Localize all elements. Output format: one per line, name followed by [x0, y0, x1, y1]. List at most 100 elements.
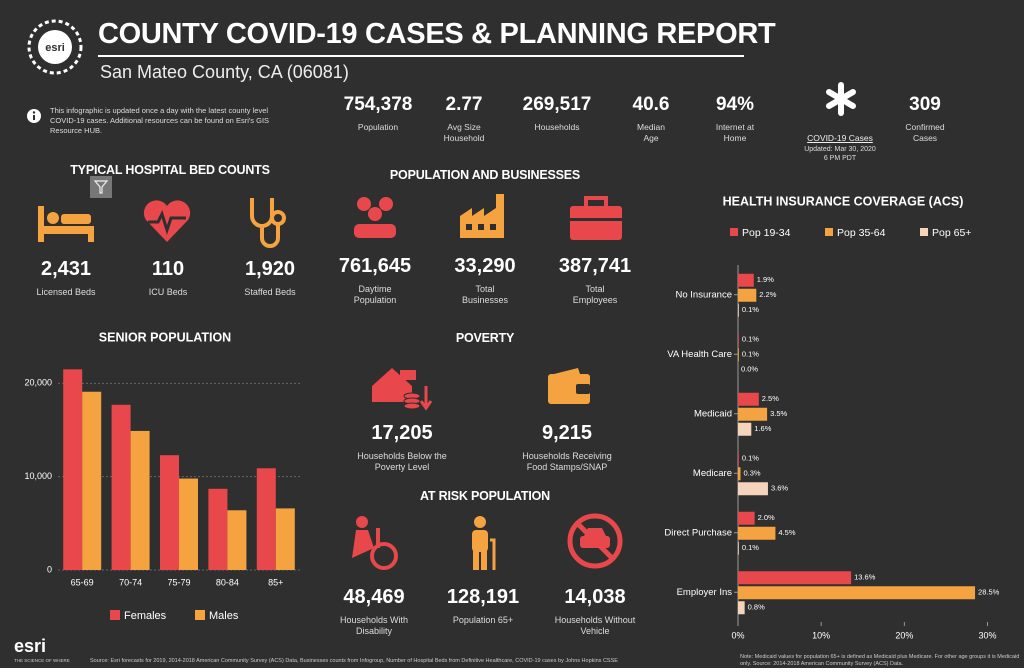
x-tick-label: 10% — [812, 630, 830, 640]
bar — [738, 273, 754, 287]
bar — [738, 482, 768, 496]
value-label: 2.2% — [759, 290, 776, 299]
stat: 754,378 Population — [313, 94, 443, 133]
bar — [738, 422, 752, 436]
legend-swatch — [730, 228, 738, 236]
stat-value: 1,920 — [244, 258, 296, 280]
stat-value: 269,517 — [522, 94, 592, 115]
y-tick-label: 20,000 — [24, 378, 52, 388]
info-icon — [27, 109, 41, 123]
stat-value: 48,469 — [343, 586, 405, 608]
bar — [738, 511, 755, 525]
legend-swatch — [195, 610, 205, 620]
stat-value: 40.6 — [632, 94, 670, 115]
bar — [63, 369, 83, 570]
covid-updated: Updated: Mar 30, 2020 6 PM PDT — [804, 146, 876, 162]
stat: 33,290 Total Businesses — [420, 255, 550, 306]
chart-title: HEALTH INSURANCE COVERAGE (ACS) — [723, 194, 964, 208]
stat-label: Population — [357, 122, 399, 132]
stat-value: 754,378 — [343, 94, 413, 115]
stat-label: Households Receiving Food Stamps/SNAP — [522, 451, 612, 472]
house-coins-icon — [372, 368, 433, 411]
heart-icon — [143, 200, 191, 242]
stat-label: Households Below the Poverty Level — [357, 451, 447, 472]
value-label: 0.1% — [742, 335, 759, 344]
x-tick-label: 65-69 — [71, 577, 94, 587]
stat: 14,038 Households Without Vehicle — [530, 586, 660, 637]
section-title: POVERTY — [455, 331, 515, 345]
covid-link[interactable]: COVID-19 Cases — [807, 133, 873, 143]
bar — [738, 288, 757, 302]
stat-label: Staffed Beds — [244, 287, 296, 297]
footer-source: Source: Esri forecasts for 2019, 2014-20… — [90, 658, 618, 664]
value-label: 2.0% — [758, 513, 775, 522]
bar — [275, 508, 295, 570]
stat: 309 Confirmed Cases — [860, 94, 990, 144]
value-label: 13.6% — [854, 573, 876, 582]
x-tick-label: 75-79 — [167, 577, 190, 587]
bar — [111, 404, 131, 570]
footer-tagline: THE SCIENCE OF WHERE — [14, 658, 70, 663]
stat-label: Households With Disability — [339, 615, 409, 636]
y-tick-label: Direct Purchase — [664, 527, 732, 538]
stat: 128,191 Population 65+ — [418, 586, 548, 626]
value-label: 1.6% — [754, 424, 771, 433]
stat: 94% Internet at Home — [670, 94, 800, 144]
filter-icon — [90, 176, 112, 198]
stat-value: 128,191 — [446, 586, 520, 608]
stat-value: 9,215 — [541, 422, 593, 444]
bar — [738, 407, 768, 421]
x-tick-label: 80-84 — [216, 577, 239, 587]
x-tick-label: 70-74 — [119, 577, 142, 587]
briefcase-icon — [570, 196, 622, 240]
title-underline — [98, 55, 744, 57]
value-label: 0.8% — [748, 603, 765, 612]
value-label: 0.1% — [742, 350, 759, 359]
stat-label: Confirmed Cases — [905, 122, 945, 143]
footer-logo: esri — [14, 636, 47, 656]
x-tick-label: 0% — [731, 630, 744, 640]
section-title: AT RISK POPULATION — [420, 489, 550, 503]
legend-label: Pop 19-34 — [742, 227, 791, 239]
stat-value: 387,741 — [558, 255, 632, 277]
value-label: 28.5% — [978, 588, 1000, 597]
stat-label: ICU Beds — [148, 287, 188, 297]
value-label: 4.5% — [778, 528, 795, 537]
value-label: 1.9% — [757, 275, 774, 284]
bed-icon — [38, 206, 94, 242]
legend-swatch — [825, 228, 833, 236]
legend-swatch — [920, 228, 928, 236]
stat-value: 94% — [715, 94, 755, 115]
stat-value: 33,290 — [454, 255, 516, 277]
value-label: 0.0% — [741, 365, 758, 374]
bar — [738, 601, 745, 615]
stat: 48,469 Households With Disability — [309, 586, 439, 637]
stat-label: Avg Size Household — [443, 122, 485, 143]
stethoscope-icon — [250, 198, 286, 248]
stat-value: 761,645 — [338, 255, 412, 277]
chart-title: SENIOR POPULATION — [99, 330, 231, 344]
stat-label: Households Without Vehicle — [554, 615, 636, 636]
value-label: 2.5% — [762, 394, 779, 403]
insurance-chart: HEALTH INSURANCE COVERAGE (ACS) Pop 19-34… — [664, 194, 1000, 640]
value-label: 3.5% — [770, 409, 787, 418]
bar — [256, 468, 276, 570]
bar — [738, 303, 739, 317]
legend-label: Pop 35-64 — [837, 227, 886, 239]
stat-value: 110 — [151, 258, 185, 280]
y-tick-label: No Insurance — [675, 289, 732, 300]
legend-label: Pop 65+ — [932, 227, 971, 239]
y-tick-label: 10,000 — [24, 471, 52, 481]
bar — [738, 452, 739, 466]
svg-text:esri: esri — [45, 42, 65, 54]
value-label: 0.1% — [742, 454, 759, 463]
footer-note: Note: Medicaid values for population 65+… — [740, 654, 1020, 667]
x-tick-label: 20% — [895, 630, 913, 640]
bar — [82, 391, 102, 570]
no-vehicle-icon — [567, 513, 623, 569]
people-icon — [354, 197, 396, 238]
stat: 2.77 Avg Size Household — [399, 94, 529, 144]
bar — [738, 467, 741, 481]
covid-link-block: COVID-19 Cases Updated: Mar 30, 2020 6 P… — [775, 133, 905, 163]
